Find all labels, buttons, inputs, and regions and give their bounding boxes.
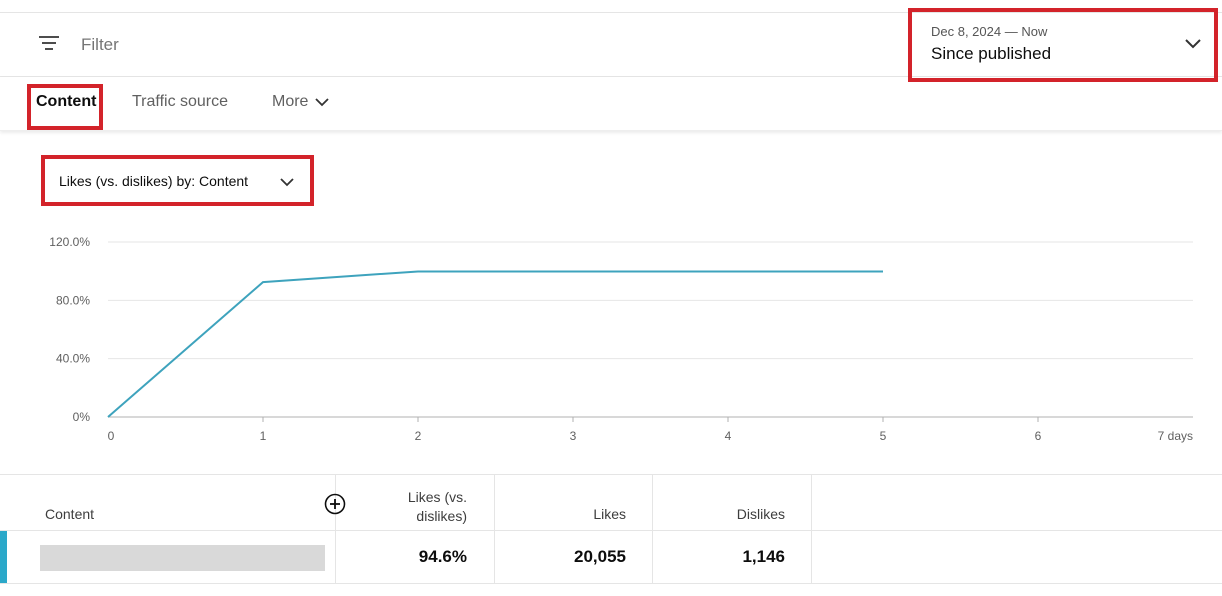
row-color-indicator <box>0 531 7 583</box>
date-range-text: Dec 8, 2024 — Now <box>931 24 1048 39</box>
y-tick-label: 40.0% <box>56 352 90 366</box>
x-tick-label: 7 days <box>1158 429 1193 443</box>
x-tick-label: 0 <box>108 429 115 443</box>
tab-bar: Content Traffic source More <box>0 77 1222 131</box>
table-bottom-divider <box>0 583 1222 584</box>
column-header-likes[interactable]: Likes <box>593 506 626 522</box>
cell-likes-vs-dislikes: 94.6% <box>418 547 467 566</box>
header-line: Likes (vs. <box>407 489 467 505</box>
y-tick-label: 120.0% <box>49 235 90 249</box>
table-header-divider <box>0 530 1222 531</box>
chevron-down-icon <box>315 98 329 107</box>
y-tick-label: 80.0% <box>56 293 90 307</box>
tab-traffic-source[interactable]: Traffic source <box>132 93 229 110</box>
x-tick-label: 4 <box>725 429 732 443</box>
column-divider <box>335 475 336 583</box>
filter-icon[interactable] <box>38 34 60 52</box>
x-tick-label: 5 <box>880 429 887 443</box>
column-divider <box>652 475 653 583</box>
column-header-content[interactable]: Content <box>45 506 95 522</box>
y-tick-label: 0% <box>73 410 91 424</box>
tab-content[interactable]: Content <box>36 93 97 110</box>
column-divider <box>811 475 812 583</box>
content-title-placeholder[interactable] <box>40 545 325 571</box>
top-divider <box>0 12 1222 13</box>
tab-more[interactable]: More <box>272 93 329 111</box>
tab-content-highlight <box>27 84 103 130</box>
x-tick-label: 1 <box>260 429 267 443</box>
chevron-down-icon <box>280 178 294 187</box>
date-range-selector[interactable]: Dec 8, 2024 — Now Since published <box>908 8 1218 82</box>
likes-chart: 0% 40.0% 80.0% 120.0% 0 1 2 3 4 5 6 7 days <box>49 235 1193 443</box>
date-period-text: Since published <box>931 44 1052 63</box>
column-divider <box>494 475 495 583</box>
metric-selector[interactable]: Likes (vs. dislikes) by: Content <box>41 155 314 206</box>
metric-selector-label: Likes (vs. dislikes) by: Content <box>59 173 249 189</box>
add-column-icon[interactable] <box>324 493 346 515</box>
series-line <box>107 270 883 418</box>
x-tick-label: 2 <box>415 429 422 443</box>
x-tick-label: 3 <box>570 429 577 443</box>
content-table: Content Likes (vs. dislikes) Likes Disli… <box>0 474 1222 584</box>
column-header-likes-vs-dislikes[interactable]: Likes (vs. dislikes) <box>380 488 467 526</box>
tab-more-label: More <box>272 93 309 110</box>
filter-bar[interactable]: Filter <box>0 13 1222 77</box>
column-header-dislikes[interactable]: Dislikes <box>736 506 785 522</box>
cell-likes: 20,055 <box>574 547 626 566</box>
chevron-down-icon <box>1185 39 1201 49</box>
cell-dislikes: 1,146 <box>742 547 785 566</box>
header-line: dislikes) <box>416 508 467 524</box>
x-tick-label: 6 <box>1035 429 1042 443</box>
filter-input[interactable]: Filter <box>81 35 119 54</box>
